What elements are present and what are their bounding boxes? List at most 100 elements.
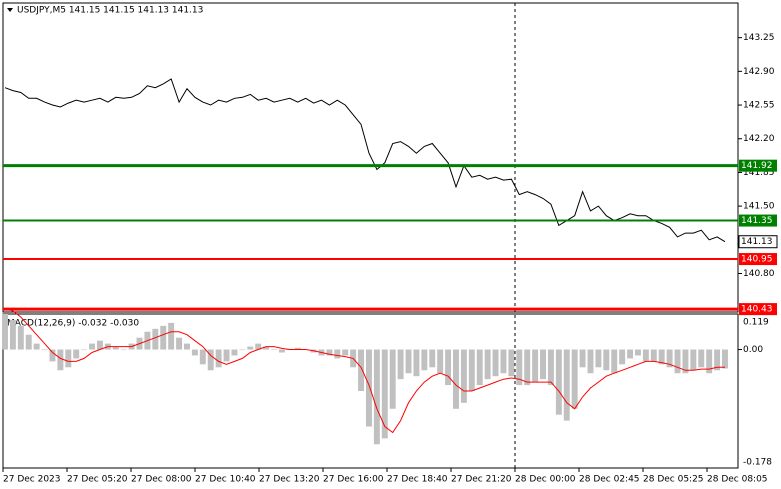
macd-histogram-bar	[112, 346, 119, 350]
macd-histogram-bar	[595, 349, 602, 368]
level-label-box	[739, 303, 777, 316]
current-price-label: 141.13	[741, 237, 773, 247]
macd-histogram-bar	[334, 349, 341, 359]
macd-histogram-bar	[453, 349, 459, 409]
macd-histogram-bar	[81, 349, 88, 351]
macd-histogram-bar	[358, 349, 365, 391]
macd-histogram-bar	[460, 349, 467, 403]
macd-histogram-bar	[89, 343, 95, 350]
macd-histogram-bar	[540, 349, 546, 380]
macd-histogram-bar	[627, 349, 634, 359]
macd-signal-line	[4, 307, 725, 434]
macd-histogram-bar	[413, 349, 420, 377]
macd-histogram-bar	[682, 349, 689, 374]
x-tick-label: 27 Dec 13:20	[259, 475, 320, 485]
macd-histogram-bar	[278, 349, 285, 353]
macd-histogram-bar	[168, 322, 175, 350]
macd-histogram-bar	[152, 328, 159, 350]
macd-histogram-bar	[17, 325, 24, 350]
macd-histogram-bar	[698, 349, 705, 368]
macd-histogram-bar	[674, 349, 681, 374]
macd-histogram-bar	[215, 349, 222, 368]
macd-histogram-bar	[160, 325, 167, 350]
macd-histogram-bar	[73, 349, 80, 359]
macd-histogram-bar	[176, 337, 183, 350]
macd-histogram-bar	[25, 334, 32, 350]
x-tick-label: 27 Dec 08:00	[131, 475, 192, 485]
current-price-box	[738, 235, 778, 249]
x-tick-label: 27 Dec 2023	[3, 475, 61, 485]
x-tick-label: 28 Dec 00:00	[515, 475, 576, 485]
macd-histogram-bar	[555, 349, 562, 415]
x-tick-label: 27 Dec 21:20	[451, 475, 512, 485]
macd-histogram-bar	[49, 349, 56, 362]
macd-histogram-bar	[184, 343, 190, 350]
macd-histogram-bar	[571, 349, 578, 409]
macd-histogram-bar	[263, 346, 270, 350]
macd-title: MACD(12,26,9) -0.032 -0.030	[7, 319, 139, 329]
macd-histogram-bar	[191, 349, 198, 356]
macd-histogram-bar	[658, 349, 665, 365]
macd-histogram-bar	[635, 349, 641, 356]
macd-histogram-bar	[500, 349, 507, 374]
chart-title: USDJPY,M5 141.15 141.15 141.13 141.13	[17, 6, 203, 16]
symbol-arrow	[7, 8, 13, 12]
macd-y-tick-label: 0.00	[743, 345, 763, 355]
macd-histogram-bar	[57, 349, 64, 371]
y-tick-label: 142.90	[743, 67, 775, 77]
level-label: 141.92	[741, 161, 773, 171]
macd-histogram-bar	[342, 349, 349, 356]
x-tick-label: 27 Dec 18:40	[387, 475, 448, 485]
macd-histogram-bar	[120, 349, 127, 351]
macd-histogram-bar	[2, 314, 8, 350]
macd-histogram-bar	[207, 349, 214, 371]
macd-panel-frame	[2, 313, 739, 469]
macd-histogram-bar	[381, 349, 388, 439]
macd-histogram-bar	[65, 349, 72, 368]
macd-max-label: 0.119	[743, 318, 769, 328]
level-label: 140.43	[741, 305, 773, 315]
macd-histogram-bar	[532, 349, 539, 383]
x-tick-label: 28 Dec 05:25	[643, 475, 704, 485]
y-tick-label: 141.85	[743, 168, 775, 178]
macd-histogram-bar	[326, 349, 333, 356]
macd-histogram-bar	[619, 349, 626, 365]
macd-histogram-bar	[508, 349, 515, 377]
level-label-box	[739, 159, 777, 172]
macd-histogram-bar	[429, 349, 436, 368]
x-tick-label: 27 Dec 10:40	[195, 475, 256, 485]
macd-min-label: -0.178	[743, 458, 772, 468]
macd-histogram-bar	[397, 349, 404, 380]
macd-histogram-bar	[603, 349, 610, 371]
y-tick-label: 142.20	[743, 134, 775, 144]
macd-histogram-bar	[9, 319, 16, 350]
level-label: 141.35	[741, 216, 773, 226]
macd-histogram-bar	[579, 349, 586, 368]
macd-histogram-bar	[516, 349, 523, 386]
macd-histogram-bar	[468, 349, 475, 391]
macd-histogram-bar	[239, 349, 246, 351]
macd-histogram-bar	[587, 349, 594, 374]
macd-histogram-bar	[524, 349, 531, 386]
main-panel-frame	[2, 2, 739, 313]
macd-histogram-bar	[714, 349, 721, 371]
y-tick-label: 142.55	[743, 101, 775, 111]
y-tick-label: 143.25	[743, 33, 775, 43]
macd-histogram-bar	[547, 349, 554, 386]
macd-histogram-bar	[41, 349, 48, 351]
macd-histogram-bar	[33, 343, 40, 350]
macd-histogram-bar	[611, 349, 618, 374]
macd-histogram-bar	[405, 349, 412, 374]
macd-histogram-bar	[255, 343, 262, 350]
level-label: 140.95	[741, 255, 773, 265]
macd-histogram-bar	[247, 346, 254, 350]
y-tick-label: 141.50	[743, 202, 775, 212]
x-tick-label: 28 Dec 08:05	[707, 475, 768, 485]
x-tick-label: 28 Dec 02:45	[579, 475, 640, 485]
x-tick-label: 27 Dec 05:20	[67, 475, 128, 485]
macd-histogram-bar	[484, 349, 491, 380]
macd-histogram-bar	[642, 349, 649, 362]
macd-histogram-bar	[231, 349, 238, 356]
